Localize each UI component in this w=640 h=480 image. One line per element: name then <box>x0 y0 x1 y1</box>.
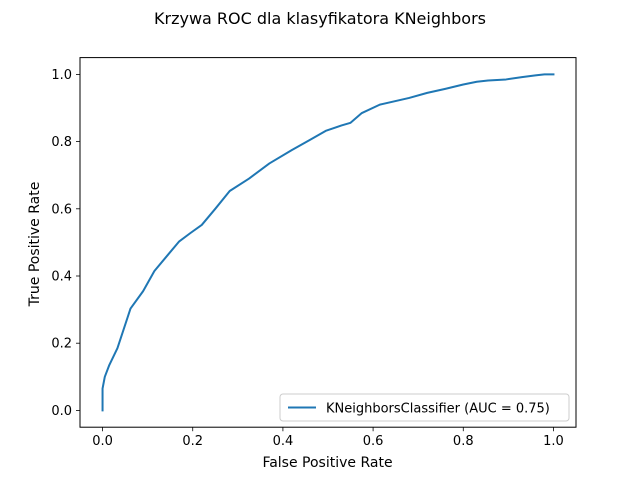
y-tick-label: 0.6 <box>51 202 72 217</box>
roc-curve-line <box>101 73 555 412</box>
x-tick-label: 0.2 <box>182 434 203 449</box>
chart-title: Krzywa ROC dla klasyfikatora KNeighbors <box>154 9 486 28</box>
legend-box <box>279 393 570 422</box>
y-tick-label: 0.0 <box>51 404 72 419</box>
x-tick-label: 0.0 <box>92 434 113 449</box>
x-axis-label: False Positive Rate <box>262 455 392 471</box>
x-tick-label: 0.4 <box>273 434 294 449</box>
legend: KNeighborsClassifier (AUC = 0.75) <box>279 393 570 422</box>
y-tick-label: 0.8 <box>51 135 72 150</box>
y-tick-label: 0.2 <box>51 337 72 352</box>
plot-frame <box>79 57 577 428</box>
legend-label: KNeighborsClassifier (AUC = 0.75) <box>326 402 550 417</box>
x-tick-label: 1.0 <box>543 434 564 449</box>
y-tick-label: 1.0 <box>51 68 72 83</box>
x-tick-label: 0.6 <box>363 434 384 449</box>
y-axis-ticks: 0.0 0.2 0.4 0.6 0.8 1.0 <box>51 68 80 419</box>
y-tick-label: 0.4 <box>51 270 72 285</box>
y-axis-label: True Positive Rate <box>27 182 43 308</box>
x-axis-ticks: 0.0 0.2 0.4 0.6 0.8 1.0 <box>92 427 564 449</box>
x-tick-label: 0.8 <box>453 434 474 449</box>
